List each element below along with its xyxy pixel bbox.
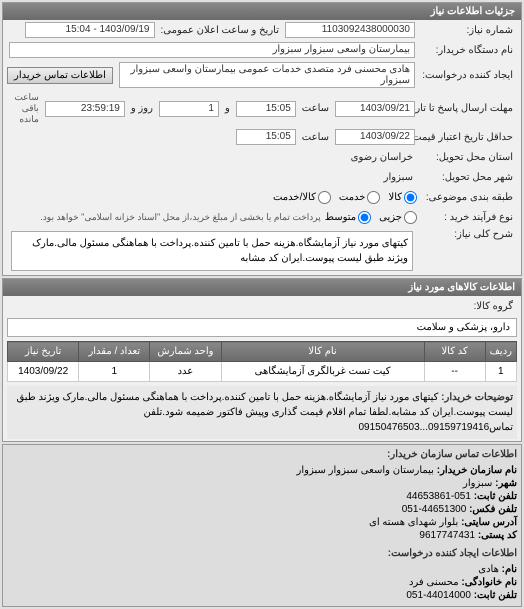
table-header-row: ردیف کد کالا نام کالا واحد شمارش تعداد /… (8, 342, 517, 362)
radio-khedmat[interactable]: خدمت (339, 191, 381, 204)
cell-unit: عدد (150, 362, 221, 382)
contact-row: آدرس سایتی: بلوار شهدای هسته ای (7, 516, 517, 529)
buyer-desc-text: کیتهای مورد نیاز آزمایشگاه.هزینه حمل با … (16, 392, 513, 433)
field-days: 1 (159, 101, 219, 117)
row-product-group: گروه کالا: (3, 296, 521, 316)
purchase-note: پرداخت تمام یا بخشی از مبلغ خرید،از محل … (40, 212, 324, 223)
field-request-no: 1103092438000030 (285, 22, 415, 38)
field-price-time: 15:05 (236, 129, 296, 145)
radio-kala-khedmat[interactable]: کالا/خدمت (273, 191, 331, 204)
row-request-no: شماره نیاز: 1103092438000030 تاریخ و ساع… (3, 20, 521, 40)
cell-name: کیت تست غربالگری آزمایشگاهی (221, 362, 424, 382)
field-device-name: بیمارستان واسعی سبزوار سبزوار (9, 42, 415, 58)
row-deadline: مهلت ارسال پاسخ تا تاریخ: 1403/09/21 ساع… (3, 90, 521, 127)
th-unit: واحد شمارش (150, 342, 221, 362)
label-price-valid: حداقل تاریخ اعتبار قیمت: تا تاریخ: (417, 132, 517, 143)
th-code: کد کالا (424, 342, 485, 362)
label-deadline-time: ساعت (298, 103, 333, 114)
buyer-desc-label: توضیحات خریدار: (441, 392, 513, 403)
label-deadline: مهلت ارسال پاسخ تا تاریخ: (417, 103, 517, 114)
field-remain-time: 23:59:19 (45, 101, 125, 117)
contact-org-section: اطلاعات تماس سازمان خریدار: نام سازمان خ… (2, 444, 522, 607)
contact-row: نام: هادی (7, 563, 517, 576)
row-general-keys: شرح کلی نیاز: کیتهای مورد نیاز آزمایشگاه… (3, 227, 521, 275)
label-creator: ایجاد کننده درخواست: (417, 70, 517, 81)
table-row: 1 -- کیت تست غربالگری آزمایشگاهی عدد 1 1… (8, 362, 517, 382)
th-date: تاریخ نیاز (8, 342, 79, 362)
field-province: خراسان رضوی (347, 152, 417, 163)
label-category-type: طبقه بندی موضوعی: (417, 192, 517, 203)
cell-code: -- (424, 362, 485, 382)
contact-org-header: اطلاعات تماس سازمان خریدار: (7, 449, 517, 460)
th-name: نام کالا (221, 342, 424, 362)
row-delivery-province: استان محل تحویل: خراسان رضوی (3, 147, 521, 167)
product-group-value: دارو، پزشکی و سلامت (7, 318, 517, 337)
purchase-radio-group: جزیی متوسط (325, 211, 417, 224)
contact-info-button[interactable]: اطلاعات تماس خریدار (7, 67, 113, 84)
row-purchase-type: نوع فرآیند خرید : جزیی متوسط پرداخت تمام… (3, 207, 521, 227)
main-panel: جزئیات اطلاعات نیاز شماره نیاز: 11030924… (2, 2, 522, 276)
contact-row: نام سازمان خریدار: بیمارستان واسعی سبزوا… (7, 464, 517, 477)
label-remain: روز و (127, 103, 157, 114)
row-price-valid: حداقل تاریخ اعتبار قیمت: تا تاریخ: 1403/… (3, 127, 521, 147)
label-city: شهر محل تحویل: (417, 172, 517, 183)
radio-jozei[interactable]: جزیی (379, 211, 417, 224)
contact-row: تلفن ثابت: 051-44653861 (7, 490, 517, 503)
items-panel-title: اطلاعات کالاهای مورد نیاز (3, 279, 521, 296)
contact-creator-header: اطلاعات ایجاد کننده درخواست: (7, 548, 517, 559)
cell-date: 1403/09/22 (8, 362, 79, 382)
radio-motavaset[interactable]: متوسط (325, 211, 371, 224)
panel-title: جزئیات اطلاعات نیاز (3, 3, 521, 20)
label-announce-dt: تاریخ و ساعت اعلان عمومی: (157, 25, 284, 36)
label-device-name: نام دستگاه خریدار: (417, 45, 517, 56)
category-radio-group: کالا خدمت کالا/خدمت (273, 191, 417, 204)
items-table: ردیف کد کالا نام کالا واحد شمارش تعداد /… (7, 341, 517, 382)
cell-index: 1 (485, 362, 516, 382)
field-price-date: 1403/09/22 (335, 129, 415, 145)
field-deadline-time: 15:05 (236, 101, 296, 117)
cell-qty: 1 (79, 362, 150, 382)
label-product-group: گروه کالا: (437, 301, 517, 312)
contact-row: کد پستی: 9617747431 (7, 529, 517, 542)
label-remain-note: ساعت باقی مانده (7, 92, 43, 125)
field-deadline-date: 1403/09/21 (335, 101, 415, 117)
field-city: سبزوار (380, 172, 417, 183)
contact-row: تلفن ثابت: 44014000-051 (7, 589, 517, 602)
buyer-description: توضیحات خریدار: کیتهای مورد نیاز آزمایشگ… (7, 386, 517, 439)
general-keys-text: کیتهای مورد نیاز آزمایشگاه.هزینه حمل با … (11, 231, 413, 271)
field-announce-dt: 1403/09/19 - 15:04 (25, 22, 155, 38)
label-price-time: ساعت (298, 132, 333, 143)
label-purchase-type: نوع فرآیند خرید : (417, 212, 517, 223)
row-category-type: طبقه بندی موضوعی: کالا خدمت کالا/خدمت (3, 187, 521, 207)
items-panel: اطلاعات کالاهای مورد نیاز گروه کالا: دار… (2, 278, 522, 442)
row-creator: ایجاد کننده درخواست: هادی محسنی فرد متصد… (3, 60, 521, 90)
items-table-container: ردیف کد کالا نام کالا واحد شمارش تعداد /… (7, 341, 517, 382)
label-request-no: شماره نیاز: (417, 25, 517, 36)
contact-row: تلفن فکس: 44651300-051 (7, 503, 517, 516)
label-province: استان محل تحویل: (417, 152, 517, 163)
th-index: ردیف (485, 342, 516, 362)
radio-kala[interactable]: کالا (388, 191, 417, 204)
contact-row: شهر: سبزوار (7, 477, 517, 490)
label-general-keys: شرح کلی نیاز: (417, 229, 517, 240)
row-delivery-city: شهر محل تحویل: سبزوار (3, 167, 521, 187)
label-days: و (221, 103, 234, 114)
th-qty: تعداد / مقدار (79, 342, 150, 362)
contact-row: نام خانوادگی: محسنی فرد (7, 576, 517, 589)
field-creator: هادی محسنی فرد متصدی خدمات عمومی بیمارست… (119, 62, 415, 88)
row-device-name: نام دستگاه خریدار: بیمارستان واسعی سبزوا… (3, 40, 521, 60)
